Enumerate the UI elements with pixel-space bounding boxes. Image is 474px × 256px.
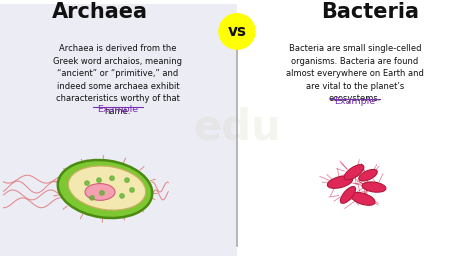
Text: vs: vs: [228, 24, 246, 39]
Text: edu: edu: [193, 107, 281, 149]
Text: Example: Example: [335, 98, 375, 106]
Circle shape: [120, 194, 124, 198]
Ellipse shape: [351, 193, 375, 205]
Ellipse shape: [359, 169, 377, 181]
Ellipse shape: [340, 187, 356, 203]
Circle shape: [100, 191, 104, 195]
Circle shape: [110, 176, 114, 180]
Circle shape: [85, 181, 89, 185]
Text: Archaea is derived from the
Greek word archaios, meaning
“ancient” or “primitive: Archaea is derived from the Greek word a…: [54, 44, 182, 116]
Text: Archaea: Archaea: [52, 2, 148, 22]
Ellipse shape: [58, 160, 152, 218]
Text: Bacteria: Bacteria: [321, 2, 419, 22]
Circle shape: [130, 188, 134, 192]
Text: Bacteria are small single-celled
organisms. Bacteria are found
almost everywhere: Bacteria are small single-celled organis…: [286, 44, 424, 103]
Ellipse shape: [328, 176, 353, 188]
Ellipse shape: [68, 166, 146, 210]
Circle shape: [97, 178, 101, 182]
Text: Example: Example: [98, 105, 138, 114]
Ellipse shape: [362, 182, 386, 192]
Circle shape: [219, 14, 255, 49]
Ellipse shape: [344, 165, 364, 180]
FancyBboxPatch shape: [237, 4, 474, 256]
Circle shape: [125, 178, 129, 182]
Circle shape: [90, 196, 94, 200]
FancyBboxPatch shape: [0, 4, 237, 256]
Ellipse shape: [85, 184, 115, 200]
